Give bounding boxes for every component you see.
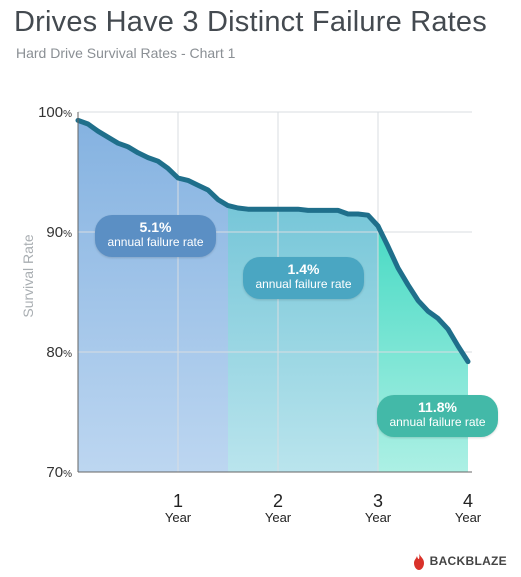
chart-subtitle: Hard Drive Survival Rates - Chart 1 bbox=[16, 45, 236, 61]
flame-icon bbox=[413, 552, 424, 570]
y-tick-label: 70% bbox=[46, 464, 72, 481]
brand-name: BACKBLAZE bbox=[429, 554, 507, 568]
rate-value: 1.4% bbox=[287, 261, 320, 277]
rate-label: annual failure rate bbox=[107, 235, 204, 249]
region-band-2 bbox=[228, 205, 378, 472]
y-tick-label: 90% bbox=[46, 224, 72, 241]
chart-title: Drives Have 3 Distinct Failure Rates bbox=[14, 6, 487, 38]
y-tick-label: 80% bbox=[46, 344, 72, 361]
x-tick-year: Year bbox=[165, 510, 192, 525]
brand-logo: BACKBLAZE bbox=[413, 551, 507, 571]
rate-label: annual failure rate bbox=[255, 277, 352, 291]
x-tick-year: Year bbox=[365, 510, 392, 525]
rate-label: annual failure rate bbox=[389, 415, 486, 429]
rate-badge-2: 1.4% annual failure rate bbox=[243, 257, 364, 299]
region-band-1 bbox=[78, 120, 228, 473]
x-tick-year: Year bbox=[265, 510, 292, 525]
x-tick-number: 4 bbox=[463, 491, 473, 511]
axes bbox=[77, 112, 472, 473]
y-tick-labels: 100% 90% 80% 70% bbox=[38, 104, 72, 481]
rate-badge-1: 5.1% annual failure rate bbox=[95, 215, 216, 257]
rate-value: 5.1% bbox=[139, 219, 172, 235]
x-tick-number: 1 bbox=[173, 491, 183, 511]
rate-badge-3: 11.8% annual failure rate bbox=[377, 395, 498, 437]
x-tick-number: 3 bbox=[373, 491, 383, 511]
y-tick-label: 100% bbox=[38, 104, 72, 121]
survival-line-group bbox=[75, 117, 471, 365]
x-tick-year: Year bbox=[455, 510, 482, 525]
x-tick-number: 2 bbox=[273, 491, 283, 511]
rate-value: 11.8% bbox=[418, 399, 457, 415]
survival-line bbox=[75, 117, 471, 365]
y-axis-label: Survival Rate bbox=[20, 234, 36, 318]
